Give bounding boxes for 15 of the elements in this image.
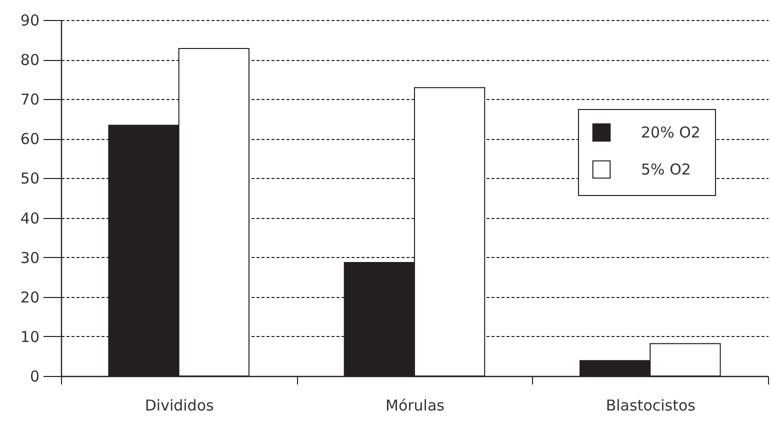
y-tick-label: 10 — [20, 328, 40, 346]
x-tick-label: Blastocistos — [606, 396, 696, 414]
x-tick-label: Divididos — [144, 396, 214, 414]
y-tick-label: 30 — [20, 248, 40, 267]
y-tick-label: 0 — [30, 368, 40, 386]
y-tick-label: 60 — [20, 130, 40, 148]
y-tick-label: 90 — [20, 12, 40, 30]
y-tick-label: 80 — [20, 51, 40, 70]
legend-label: 20% O2 — [641, 124, 700, 142]
y-tick-label: 20 — [20, 288, 40, 306]
y-tick-label: 70 — [20, 90, 40, 109]
y-tick-label: 50 — [20, 170, 40, 188]
y-tick-label: 40 — [20, 209, 40, 228]
x-tick-label: Mórulas — [386, 396, 445, 414]
legend-label: 5% O2 — [641, 160, 691, 178]
